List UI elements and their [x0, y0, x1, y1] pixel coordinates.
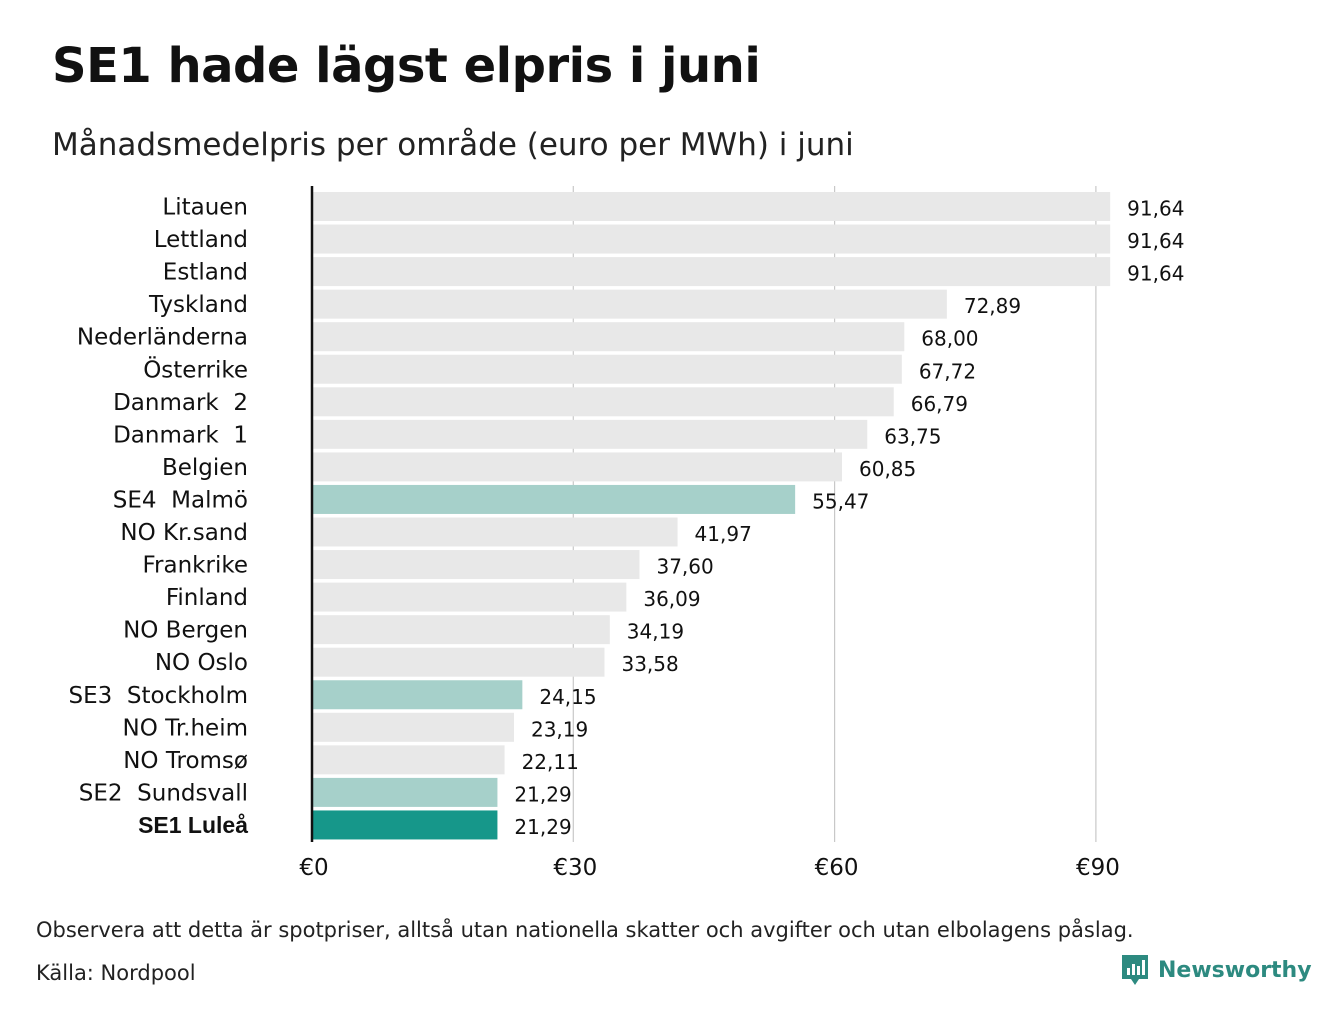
bar: [312, 745, 505, 775]
bar: [312, 192, 1111, 221]
value-label: 37,60: [656, 555, 713, 579]
category-label: Tyskland: [148, 292, 248, 318]
value-label: 63,75: [884, 424, 941, 448]
bar-chart: €0 €30 €60 €90 Litauen 91,64 Lettland 91,64 Estl…: [69, 186, 1184, 881]
bar: [312, 517, 678, 547]
x-tick-label: €90: [1076, 855, 1120, 881]
category-label: NO Kr.sand: [120, 520, 248, 546]
value-label: 34,19: [627, 620, 684, 644]
bar: [312, 289, 947, 319]
source-label: Källa: Nordpool: [36, 961, 196, 985]
bar: [312, 322, 905, 352]
category-label: Frankrike: [143, 553, 249, 579]
chart-title: SE1 hade lägst elpris i juni: [52, 38, 761, 94]
category-label: Danmark 2: [113, 390, 248, 416]
bar: [312, 550, 640, 580]
value-label: 24,15: [539, 685, 596, 709]
bar: [312, 387, 894, 417]
footnote: Observera att detta är spotpriser, allts…: [36, 918, 1134, 942]
category-label: NO Bergen: [123, 618, 248, 644]
bar: [312, 224, 1111, 254]
value-label: 33,58: [621, 652, 678, 676]
value-label: 67,72: [919, 359, 976, 383]
x-tick-label: €60: [815, 855, 859, 881]
value-label: 91,64: [1127, 262, 1184, 286]
category-label: SE2 Sundsvall: [79, 780, 248, 806]
bar: [312, 354, 902, 384]
value-label: 22,11: [522, 750, 579, 774]
category-label: Estland: [163, 260, 248, 286]
value-label: 60,85: [859, 457, 916, 481]
category-label: Litauen: [162, 195, 248, 221]
category-label: NO Tromsø: [123, 748, 248, 774]
category-label: SE1 Luleå: [138, 812, 248, 838]
value-label: 36,09: [643, 587, 700, 611]
newsworthy-logo-icon: [1122, 955, 1148, 985]
bar: [312, 680, 523, 710]
x-tick-label: €30: [553, 855, 597, 881]
category-label: SE4 Malmö: [113, 487, 248, 513]
bar: [312, 419, 868, 449]
value-label: 55,47: [812, 489, 869, 513]
bar: [312, 615, 610, 645]
value-label: 91,64: [1127, 197, 1184, 221]
category-label: Österrike: [143, 355, 248, 383]
value-label: 21,29: [514, 782, 571, 806]
value-label: 66,79: [911, 392, 968, 416]
category-label: NO Tr.heim: [123, 715, 248, 741]
bar: [312, 257, 1111, 287]
value-label: 72,89: [964, 294, 1021, 318]
bar: [312, 810, 498, 840]
bar: [312, 452, 843, 482]
category-label: Danmark 1: [113, 422, 248, 448]
bar: [312, 647, 605, 677]
newsworthy-logo-text: Newsworthy: [1158, 957, 1312, 983]
value-label: 41,97: [695, 522, 752, 546]
category-label: Lettland: [154, 227, 248, 253]
category-label: Nederländerna: [77, 325, 248, 351]
category-label: SE3 Stockholm: [69, 683, 249, 709]
chart-subtitle: Månadsmedelpris per område (euro per MWh…: [52, 127, 854, 163]
bar: [312, 582, 627, 612]
value-label: 23,19: [531, 717, 588, 741]
value-label: 21,29: [514, 815, 571, 839]
category-label: Belgien: [162, 455, 248, 481]
bar: [312, 484, 796, 514]
bar: [312, 712, 514, 742]
newsworthy-logo: Newsworthy: [1120, 953, 1312, 987]
value-label: 68,00: [921, 327, 978, 351]
value-label: 91,64: [1127, 229, 1184, 253]
x-tick-label: €0: [299, 855, 328, 881]
category-label: Finland: [166, 585, 248, 611]
bar: [312, 777, 498, 807]
category-label: NO Oslo: [155, 650, 248, 676]
